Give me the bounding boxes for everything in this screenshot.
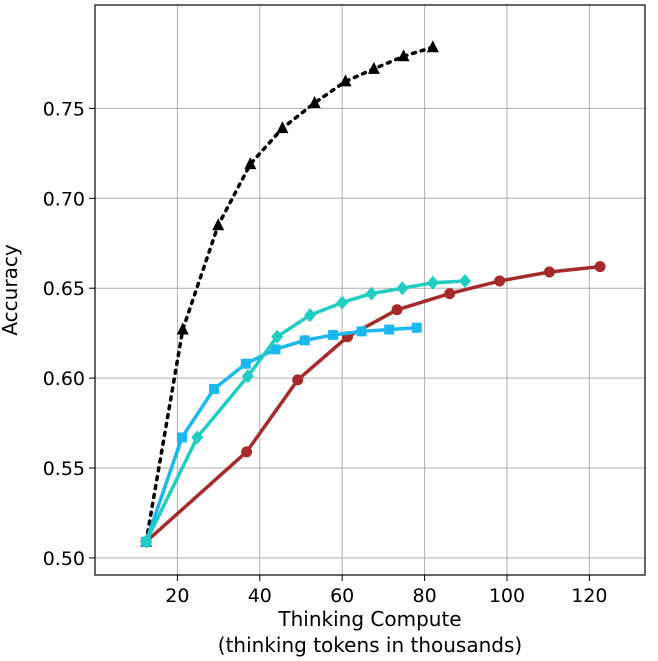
black-dotted-triangles-line: [144, 45, 435, 544]
y-tick-label: 0.65: [43, 278, 85, 300]
x-axis-label: Thinking Compute: [277, 607, 461, 631]
blue-squares-point: [356, 326, 367, 337]
black-dotted-triangles-point: [367, 61, 380, 74]
series-group: [140, 40, 606, 549]
blue-squares-point: [299, 335, 310, 346]
blue-squares-point: [411, 322, 422, 333]
turquoise-diamonds-point: [140, 534, 153, 549]
blue-squares-point: [176, 432, 187, 443]
black-dotted-triangles-point: [308, 95, 321, 108]
black-dotted-triangles-point: [244, 157, 257, 170]
x-tick-label: 40: [248, 585, 272, 607]
black-dotted-triangles-point: [339, 74, 352, 87]
turquoise-diamonds-point: [241, 369, 254, 384]
turquoise-diamonds-point: [304, 308, 317, 323]
blue-squares-point: [328, 329, 339, 340]
black-dotted-triangles-point: [426, 40, 439, 53]
plot-frame: [94, 4, 646, 576]
black-dotted-triangles-point: [212, 218, 225, 231]
turquoise-diamonds-point: [426, 275, 439, 290]
red-circles-point: [594, 261, 606, 273]
red-circles-point: [241, 446, 253, 458]
black-dotted-triangles-point: [276, 121, 289, 134]
red-circles-point: [444, 288, 456, 300]
blue-squares-point: [384, 324, 395, 335]
x-tick-label: 120: [571, 585, 607, 607]
red-circles-point: [543, 266, 555, 278]
turquoise-diamonds-line: [144, 279, 466, 543]
red-circles-point: [391, 304, 403, 316]
y-tick-label: 0.75: [43, 98, 85, 120]
turquoise-diamonds-point: [271, 329, 284, 344]
turquoise-diamonds-point: [365, 286, 378, 301]
turquoise-diamonds-point: [336, 295, 349, 310]
y-axis-label: Accuracy: [0, 244, 22, 335]
x-tick-label: 100: [489, 585, 525, 607]
blue-squares-point: [270, 344, 281, 355]
y-tick-label: 0.55: [43, 458, 85, 480]
turquoise-diamonds-point: [396, 281, 409, 296]
y-tick-label: 0.60: [43, 368, 85, 390]
red-circles-point: [494, 275, 506, 287]
blue-squares-point: [209, 383, 220, 394]
blue-squares-point: [240, 358, 251, 369]
y-tick-label: 0.50: [43, 548, 85, 570]
black-dotted-triangles-point: [176, 322, 189, 335]
red-circles-line: [144, 264, 601, 544]
blue-squares-line: [144, 326, 417, 543]
x-tick-label: 60: [330, 585, 354, 607]
black-dotted-triangles-point: [397, 49, 410, 62]
red-circles-point: [292, 374, 304, 386]
ticks: 20 40 60 80 100 120 0.50 0.55 0.60 0.65 0.70 0.75: [43, 98, 608, 607]
x-axis-label-line2: (thinking tokens in thousands): [218, 633, 522, 657]
x-tick-label: 80: [412, 585, 436, 607]
turquoise-diamonds-point: [458, 274, 471, 289]
y-tick-label: 0.70: [43, 188, 85, 210]
x-tick-label: 20: [165, 585, 189, 607]
grid: [95, 5, 645, 575]
turquoise-diamonds-point: [191, 430, 204, 445]
